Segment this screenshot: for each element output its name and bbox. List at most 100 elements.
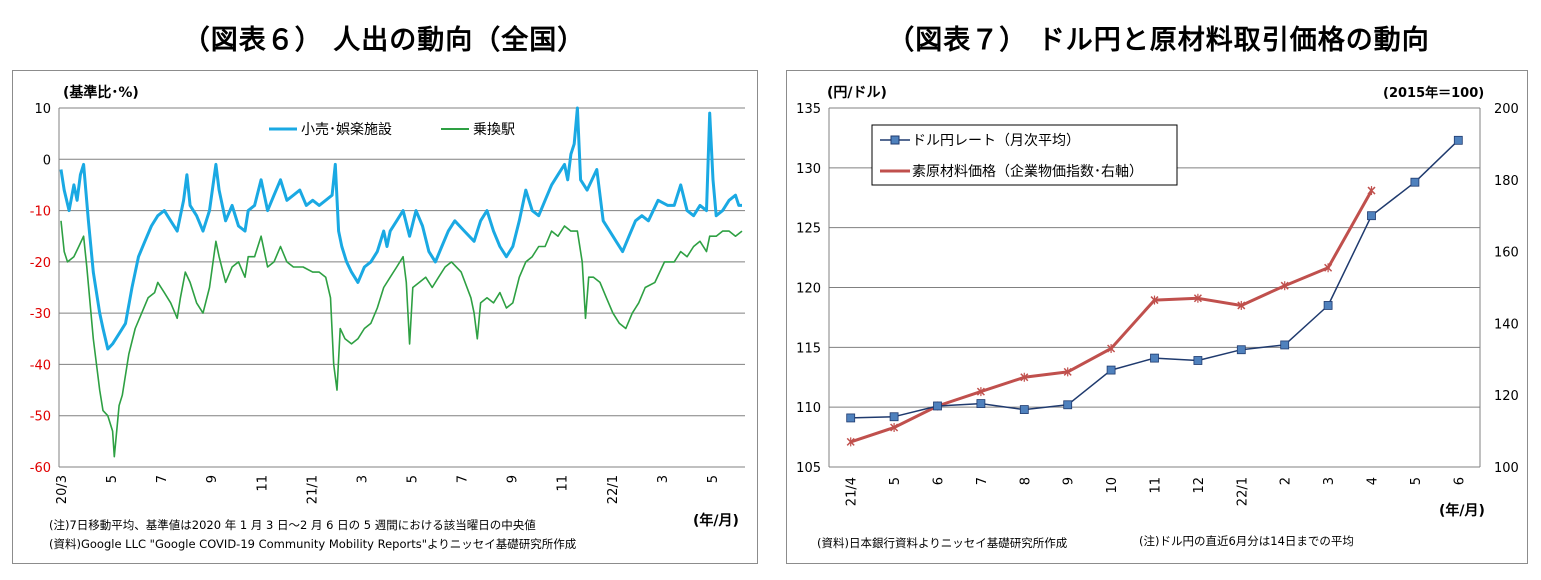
y-tick-label: 110 — [796, 401, 821, 416]
mobility-chart: 10 0 -10 -20 -30 -40 -50 -60 20/3 5 7 9 11 21/1 3 5 7 9 1… — [30, 84, 745, 551]
materials-point — [1367, 186, 1376, 196]
x-tick-label: 5 — [706, 475, 721, 483]
usdjpy-point — [1193, 356, 1203, 365]
y-tick-label: -60 — [30, 461, 51, 476]
x-tick-label: 4 — [1366, 477, 1381, 485]
usdjpy-point — [1410, 177, 1420, 187]
x-tick-label: 11 — [255, 475, 270, 492]
usdjpy-point — [1063, 400, 1073, 410]
x-tick-label: 9 — [506, 475, 521, 483]
usdjpy-point — [1019, 405, 1029, 414]
y-tick-label: 130 — [796, 162, 821, 177]
x-tick-label: 12 — [1192, 477, 1207, 494]
y-tick-label: 0 — [43, 153, 51, 168]
series-station-line — [60, 220, 743, 458]
x-tick-label: 8 — [1018, 477, 1033, 485]
fx-legend-box — [871, 124, 1178, 186]
y-tick-label: 135 — [796, 102, 821, 117]
fx-left-unit: (円/ドル) — [827, 85, 887, 101]
x-tick-label: 21/1 — [305, 475, 320, 504]
x-tick-label: 11 — [556, 475, 571, 492]
materials-point — [1280, 281, 1289, 291]
right-chart-title: （図表７） ドル円と原材料取引価格の動向 — [887, 25, 1430, 56]
legend-materials-label: 素原材料価格（企業物価指数･右軸） — [912, 163, 1143, 180]
x-tick-label: 7 — [456, 475, 471, 483]
y-tick-label: 115 — [796, 341, 821, 356]
y-tick-label: -10 — [30, 205, 51, 220]
y2-tick-label: 120 — [1494, 389, 1519, 404]
mobility-x-unit: (年/月) — [693, 512, 739, 529]
materials-point — [1020, 372, 1029, 382]
usdjpy-point — [889, 412, 899, 422]
mobility-chart-frame: 10 0 -10 -20 -30 -40 -50 -60 20/3 5 7 9 11 21/1 3 5 7 9 1… — [12, 70, 758, 564]
materials-point — [1324, 263, 1333, 273]
materials-point — [846, 437, 855, 447]
legend-usdjpy-label: ドル円レート（月次平均） — [912, 133, 1080, 149]
x-tick-label: 21/4 — [845, 477, 860, 506]
y2-tick-label: 140 — [1494, 317, 1519, 332]
y2-tick-label: 100 — [1494, 461, 1519, 476]
usdjpy-point — [1367, 211, 1376, 221]
x-tick-label: 5 — [1409, 477, 1424, 485]
x-tick-label: 9 — [205, 475, 220, 483]
x-tick-label: 10 — [1105, 477, 1120, 494]
usdjpy-point — [1106, 365, 1116, 375]
x-tick-label: 5 — [888, 477, 903, 485]
y2-tick-label: 200 — [1494, 102, 1519, 117]
materials-point — [890, 423, 899, 433]
legend-retail-label: 小売･娯楽施設 — [301, 122, 392, 138]
y2-tick-label: 180 — [1494, 174, 1519, 189]
x-tick-label: 7 — [975, 477, 990, 485]
mobility-unit-label: (基準比･%) — [63, 84, 139, 101]
x-tick-label: 9 — [1062, 477, 1077, 485]
materials-point — [1193, 293, 1202, 303]
usdjpy-point — [976, 399, 986, 408]
materials-point — [1107, 344, 1116, 354]
y-tick-label: -20 — [30, 256, 51, 271]
x-tick-label: 3 — [656, 475, 671, 483]
fx-right-unit: (2015年＝100) — [1383, 85, 1484, 101]
x-tick-label: 3 — [1322, 477, 1337, 485]
usdjpy-point — [846, 413, 856, 423]
mobility-note: (注)7日移動平均、基準値は2020 年 1 月 3 日～2 月 6 日の 5 … — [49, 518, 536, 532]
y-tick-label: -30 — [30, 307, 51, 322]
y-tick-label: 105 — [796, 461, 821, 476]
legend-usdjpy-marker — [890, 135, 900, 145]
y2-tick-label: 160 — [1494, 246, 1519, 261]
x-tick-label: 11 — [1149, 477, 1164, 494]
series-materials-line — [850, 189, 1373, 444]
usdjpy-point — [933, 401, 942, 411]
usdjpy-point — [1323, 301, 1333, 310]
materials-point — [1237, 300, 1246, 310]
x-tick-label: 22/1 — [1235, 477, 1250, 506]
materials-point — [1150, 295, 1159, 305]
fx-x-unit: (年/月) — [1439, 502, 1485, 519]
y-tick-label: -40 — [30, 358, 51, 373]
legend-station-label: 乗換駅 — [473, 122, 515, 138]
materials-point — [976, 387, 985, 397]
usdjpy-point — [1453, 135, 1463, 145]
y-tick-label: -50 — [30, 410, 51, 425]
x-tick-label: 3 — [355, 475, 370, 483]
y-tick-label: 10 — [34, 102, 51, 117]
x-tick-label: 6 — [1452, 477, 1467, 485]
x-tick-label: 5 — [406, 475, 421, 483]
fx-source: (資料)日本銀行資料よりニッセイ基礎研究所作成 — [817, 536, 1068, 550]
fx-chart-frame: 135 130 125 120 115 110 105 200 180 160 140 120 100… — [786, 70, 1528, 564]
usdjpy-point — [1280, 340, 1290, 350]
x-tick-label: 7 — [155, 475, 170, 483]
x-tick-label: 2 — [1279, 477, 1294, 485]
x-tick-label: 20/3 — [55, 475, 70, 504]
x-tick-label: 6 — [932, 477, 947, 485]
series-retail-line — [59, 106, 742, 351]
left-chart-title: （図表６） 人出の動向（全国） — [182, 25, 586, 56]
y-tick-label: 125 — [796, 222, 821, 237]
usdjpy-point — [1236, 345, 1246, 355]
usdjpy-point — [1150, 353, 1159, 363]
mobility-source: (資料)Google LLC "Google COVID-19 Communit… — [49, 537, 577, 551]
x-tick-label: 22/1 — [606, 475, 621, 504]
x-tick-label: 5 — [105, 475, 120, 483]
materials-point — [1063, 367, 1072, 377]
fx-note: (注)ドル円の直近6月分は14日までの平均 — [1139, 534, 1354, 548]
